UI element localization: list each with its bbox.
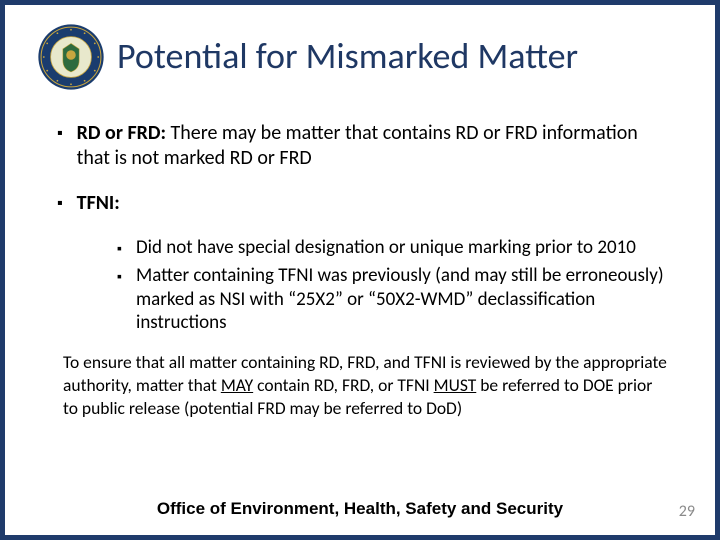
bullet-lead: RD or FRD: [77,121,166,145]
sub-text: Did not have special designation or uniq… [136,236,673,260]
bullet-body: TFNI: [77,191,673,216]
sub-text: Matter containing TFNI was previously (a… [136,264,673,335]
bullet-mark-icon: ▪ [57,191,63,216]
bullet-mark-icon: ▪ [117,264,122,335]
sub-bullet: ▪ Matter containing TFNI was previously … [117,264,673,335]
sub-bullet: ▪ Did not have special designation or un… [117,236,673,260]
slide: Potential for Mismarked Matter ▪ RD or F… [0,0,720,540]
footnote-must: MUST [434,374,477,396]
footnote-mid: contain RD, FRD, or TFNI [253,374,433,396]
footnote-may: MAY [221,374,253,396]
content: ▪ RD or FRD: There may be matter that co… [37,121,683,419]
footnote: To ensure that all matter containing RD,… [57,351,673,419]
bullet-body: RD or FRD: There may be matter that cont… [77,121,673,171]
slide-title: Potential for Mismarked Matter [117,38,578,76]
header: Potential for Mismarked Matter [37,23,683,91]
footer-text: Office of Environment, Health, Safety an… [5,499,715,519]
bullet-mark-icon: ▪ [57,121,63,171]
bullet-lead: TFNI: [77,191,120,215]
sub-list: ▪ Did not have special designation or un… [57,236,673,335]
bullet-rd-frd: ▪ RD or FRD: There may be matter that co… [57,121,673,171]
doe-seal-icon [37,23,105,91]
bullet-tfni: ▪ TFNI: [57,191,673,216]
bullet-mark-icon: ▪ [117,236,122,260]
page-number: 29 [679,502,695,521]
